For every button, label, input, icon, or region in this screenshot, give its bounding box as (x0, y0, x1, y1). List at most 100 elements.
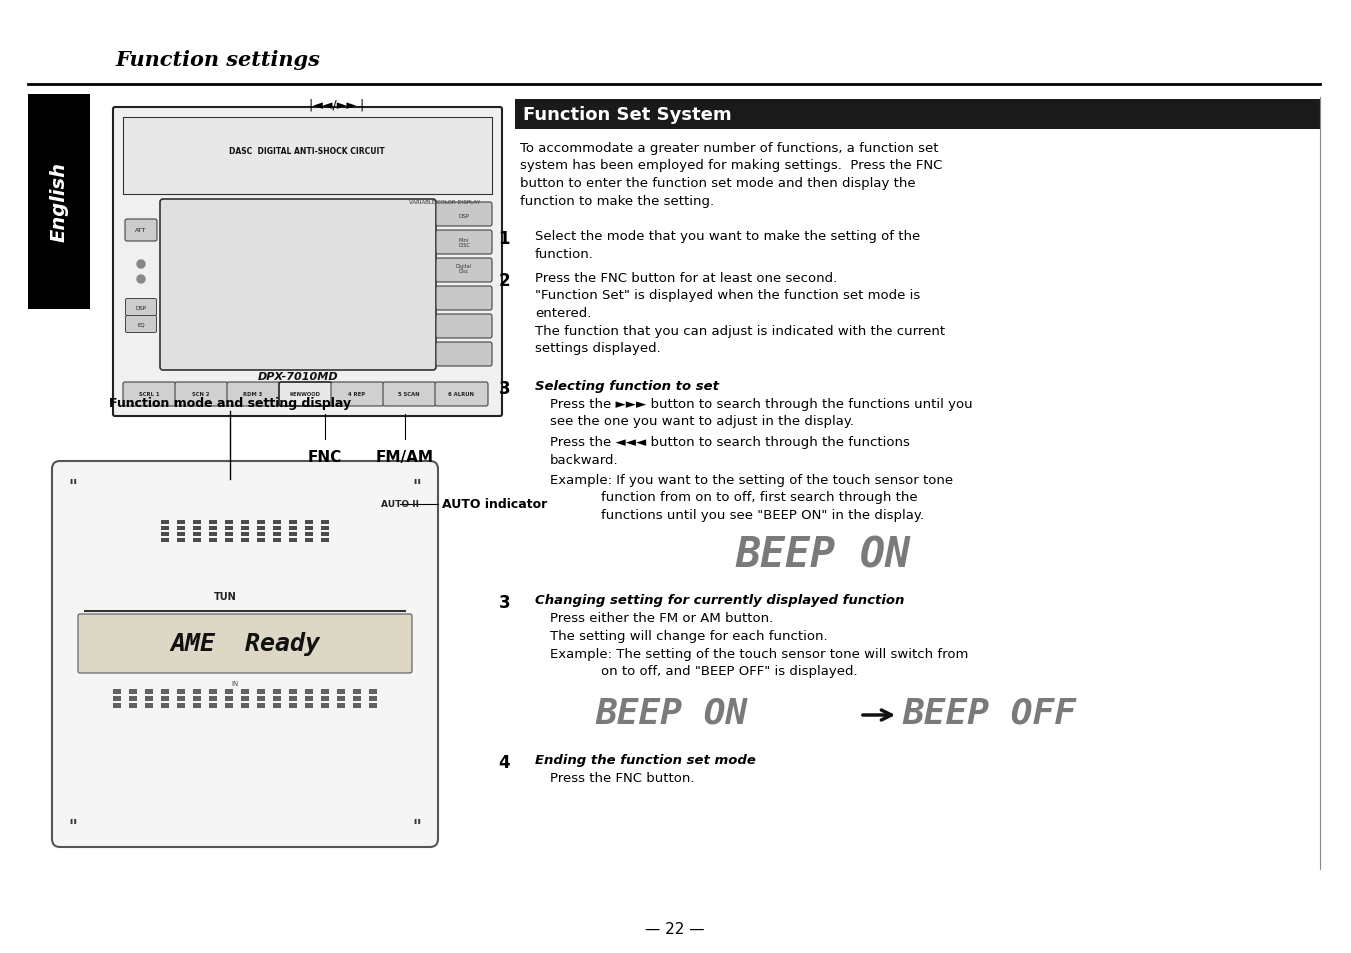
Text: ": " (412, 477, 420, 496)
Bar (226, 526, 232, 531)
Text: FM/AM: FM/AM (376, 450, 434, 464)
FancyBboxPatch shape (436, 314, 492, 338)
Bar (322, 703, 330, 708)
Bar (289, 697, 297, 701)
Bar (257, 703, 265, 708)
Bar (322, 526, 330, 531)
Text: AUTO indicator: AUTO indicator (442, 498, 547, 511)
Bar (161, 533, 169, 537)
Bar (322, 689, 330, 695)
Bar (240, 703, 249, 708)
Bar (305, 538, 313, 542)
Bar (336, 689, 345, 695)
Bar (305, 697, 313, 701)
Bar (161, 703, 169, 708)
Bar (177, 689, 185, 695)
Bar (240, 526, 249, 531)
Bar (289, 538, 297, 542)
Bar (322, 533, 330, 537)
Bar (240, 520, 249, 524)
Text: 3: 3 (499, 594, 509, 612)
Bar (257, 526, 265, 531)
Bar (336, 703, 345, 708)
Text: 4: 4 (499, 753, 509, 771)
Bar (193, 526, 201, 531)
Bar (161, 520, 169, 524)
FancyBboxPatch shape (436, 258, 492, 283)
Bar (257, 520, 265, 524)
Text: 6 ALRUN: 6 ALRUN (449, 392, 474, 397)
Bar (209, 533, 218, 537)
FancyBboxPatch shape (126, 299, 157, 316)
Text: AME  Ready: AME Ready (170, 631, 320, 656)
Bar (161, 526, 169, 531)
Bar (240, 538, 249, 542)
Text: FNC: FNC (308, 450, 342, 464)
Text: SCN 2: SCN 2 (192, 392, 209, 397)
FancyBboxPatch shape (126, 220, 157, 242)
Text: KENWOOD: KENWOOD (289, 392, 320, 397)
Text: Press the FNC button for at least one second.
"Function Set" is displayed when t: Press the FNC button for at least one se… (535, 272, 946, 355)
Bar (161, 538, 169, 542)
Text: Select the mode that you want to make the setting of the
function.: Select the mode that you want to make th… (535, 230, 920, 260)
Text: 2: 2 (499, 272, 509, 290)
Text: Function mode and setting display: Function mode and setting display (109, 396, 351, 410)
Bar (240, 697, 249, 701)
Text: ATT: ATT (135, 229, 147, 233)
Bar (209, 697, 218, 701)
Bar (123, 118, 492, 194)
Bar (177, 538, 185, 542)
Text: 4 REP: 4 REP (349, 392, 366, 397)
Bar (113, 689, 122, 695)
Text: English: English (50, 162, 69, 242)
Bar (177, 697, 185, 701)
Bar (128, 689, 136, 695)
Bar (209, 526, 218, 531)
Bar (305, 526, 313, 531)
Bar (353, 703, 361, 708)
Bar (305, 689, 313, 695)
Text: ": " (68, 477, 77, 496)
Text: 3: 3 (499, 379, 509, 397)
Text: Selecting function to set: Selecting function to set (535, 379, 719, 393)
Text: — 22 —: — 22 — (646, 922, 705, 937)
Bar (322, 520, 330, 524)
FancyBboxPatch shape (436, 343, 492, 367)
Text: Example: If you want to the setting of the touch sensor tone
            functio: Example: If you want to the setting of t… (550, 474, 952, 521)
Bar (226, 520, 232, 524)
Bar (209, 689, 218, 695)
Text: Press the ►►► button to search through the functions until you
see the one you w: Press the ►►► button to search through t… (550, 397, 973, 428)
FancyBboxPatch shape (176, 382, 228, 407)
Bar (257, 689, 265, 695)
Bar (369, 689, 377, 695)
Bar (257, 533, 265, 537)
Bar (113, 697, 122, 701)
Bar (145, 697, 153, 701)
Bar (209, 538, 218, 542)
Text: ": " (412, 817, 420, 835)
Bar (240, 689, 249, 695)
Bar (193, 703, 201, 708)
Bar (193, 538, 201, 542)
Text: EQ: EQ (138, 322, 145, 327)
Bar (257, 697, 265, 701)
Bar (369, 697, 377, 701)
Bar (193, 520, 201, 524)
Bar (273, 526, 281, 531)
FancyBboxPatch shape (280, 382, 332, 407)
Text: |◄◄/►► |: |◄◄/►► | (309, 98, 365, 112)
Bar (305, 520, 313, 524)
Bar (305, 533, 313, 537)
Bar (515, 100, 1320, 130)
Bar (273, 533, 281, 537)
FancyBboxPatch shape (126, 316, 157, 334)
Text: DSP: DSP (458, 214, 470, 219)
Bar (113, 703, 122, 708)
Text: RDM 3: RDM 3 (243, 392, 262, 397)
Bar (273, 520, 281, 524)
Text: To accommodate a greater number of functions, a function set
system has been emp: To accommodate a greater number of funct… (520, 142, 943, 208)
Bar (209, 520, 218, 524)
Text: TUN: TUN (213, 592, 236, 601)
Text: SCRL 1: SCRL 1 (139, 392, 159, 397)
Bar (193, 689, 201, 695)
